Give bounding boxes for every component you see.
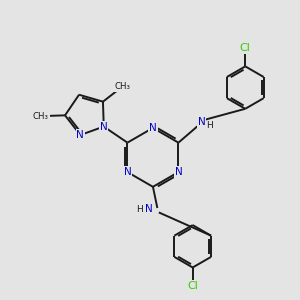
Text: N: N [100, 122, 108, 132]
Text: CH₃: CH₃ [33, 112, 49, 121]
Text: H: H [136, 205, 142, 214]
Text: CH₃: CH₃ [114, 82, 130, 91]
Text: H: H [207, 122, 213, 130]
Text: N: N [149, 123, 157, 133]
Text: N: N [198, 117, 206, 127]
Text: N: N [76, 130, 84, 140]
Text: N: N [175, 167, 182, 177]
Text: N: N [124, 167, 131, 177]
Text: Cl: Cl [240, 43, 251, 52]
Text: Cl: Cl [187, 281, 198, 291]
Text: N: N [145, 205, 153, 214]
